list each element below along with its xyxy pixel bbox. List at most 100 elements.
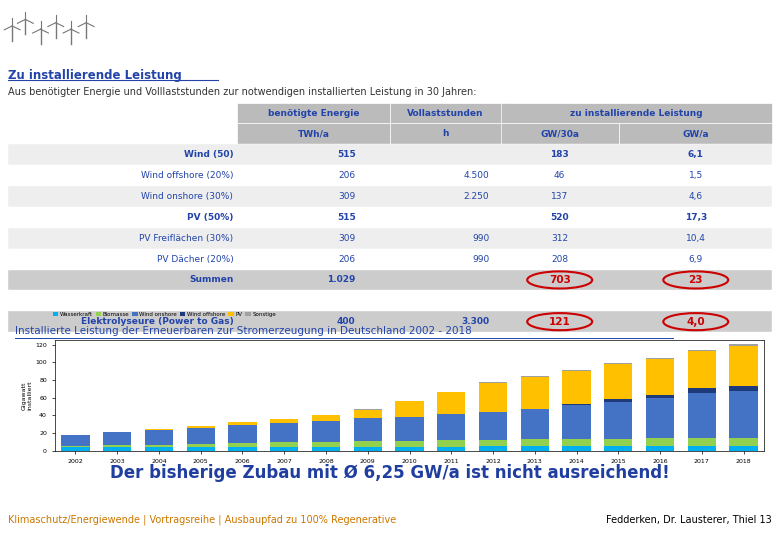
Bar [237,103,390,124]
Bar [437,440,466,447]
Bar [562,439,590,446]
Bar [229,443,257,447]
Bar [395,401,424,416]
Bar [562,370,590,371]
Bar [145,447,173,451]
Bar [62,447,90,451]
Bar [390,103,509,124]
Text: 312: 312 [551,234,569,242]
Bar [8,144,772,165]
Bar [619,124,772,144]
Bar [270,442,299,447]
Bar [520,440,549,447]
Text: 137: 137 [551,192,569,201]
Text: Zu installierende Leistung: Zu installierende Leistung [8,69,182,82]
Text: Wind onshore (30%): Wind onshore (30%) [141,192,233,201]
Bar [479,383,507,412]
Bar [229,447,257,451]
Text: 206: 206 [339,254,356,264]
Bar [688,393,716,438]
Text: PV Dächer (20%): PV Dächer (20%) [157,254,233,264]
Text: GW/30a: GW/30a [541,130,580,138]
Bar [688,351,716,388]
Text: Vollaststunden: Vollaststunden [407,109,484,118]
Text: 23: 23 [689,275,703,285]
Bar [646,438,674,446]
Bar [395,447,424,451]
Text: Der bisherige Zubau mit Ø 6,25 GW/a ist nicht ausreichend!: Der bisherige Zubau mit Ø 6,25 GW/a ist … [110,464,670,482]
Text: Installierte Leistung der Erneuerbaren zur Stromerzeugung in Deutschland 2002 - : Installierte Leistung der Erneuerbaren z… [16,326,472,336]
Bar [186,426,215,428]
Bar [562,404,590,406]
Text: 4.500: 4.500 [463,171,489,180]
Bar [604,438,633,446]
Bar [312,442,340,447]
Text: 520: 520 [551,213,569,222]
Bar [145,429,173,430]
Text: 4,0: 4,0 [686,316,705,327]
Text: 3.300: 3.300 [461,317,489,326]
Bar [604,446,633,451]
Bar [479,447,507,451]
Text: Aus benötigter Energie und Volllaststunden zur notwendigen installierten Leistun: Aus benötigter Energie und Volllaststund… [8,87,477,98]
Bar [646,395,674,399]
Text: Annahmen und Fakten: Annahmen und Fakten [115,31,325,49]
Bar [8,165,772,186]
Text: 6,9: 6,9 [689,254,703,264]
Bar [604,363,633,364]
Bar [729,346,757,386]
Text: Wind (50): Wind (50) [183,150,233,159]
Text: 121: 121 [549,316,571,327]
Bar [8,207,772,228]
Bar [103,433,131,446]
Text: Klimaschutz/Energiewende | Vortragsreihe | Ausbaupfad zu 100% Regenerative: Klimaschutz/Energiewende | Vortragsreihe… [8,515,396,525]
Bar [270,423,299,442]
Bar [729,345,757,346]
Bar [270,447,299,451]
Bar [353,441,382,447]
Bar [312,447,340,451]
Text: 10,4: 10,4 [686,234,706,242]
Bar [353,447,382,451]
Bar [8,228,772,248]
Bar [646,399,674,438]
Bar [8,269,772,291]
Text: 17,3: 17,3 [685,213,707,222]
Bar [688,350,716,351]
Text: Summen: Summen [189,275,233,285]
Text: PV Freiflächen (30%): PV Freiflächen (30%) [139,234,233,242]
Bar [186,447,215,451]
Bar [501,124,619,144]
Text: h: h [441,130,448,138]
Bar [395,441,424,447]
Text: 703: 703 [549,275,571,285]
Bar [103,446,131,447]
Text: Wind offshore (20%): Wind offshore (20%) [141,171,233,180]
Bar [562,406,590,439]
Bar [229,425,257,443]
Bar [103,447,131,451]
Bar [562,446,590,451]
Bar [395,417,424,441]
Text: TWh/a: TWh/a [297,130,330,138]
Text: 990: 990 [472,254,489,264]
Text: zu installierende Leistung: zu installierende Leistung [570,109,703,118]
Bar [520,377,549,409]
Text: 990: 990 [472,234,489,242]
Text: 4,6: 4,6 [689,192,703,201]
Bar [479,440,507,447]
Bar [62,435,90,446]
Bar [390,124,509,144]
Text: Elektrolyseure (Power to Gas): Elektrolyseure (Power to Gas) [80,317,233,326]
Bar [729,386,757,392]
Text: 206: 206 [339,171,356,180]
Text: 515: 515 [337,213,356,222]
Text: 400: 400 [337,317,356,326]
Bar [437,414,466,440]
Bar [604,402,633,438]
Bar [62,446,90,447]
Y-axis label: Gigawatt
installiert: Gigawatt installiert [22,381,33,410]
Bar [312,421,340,442]
Bar [646,446,674,451]
Bar [186,428,215,444]
